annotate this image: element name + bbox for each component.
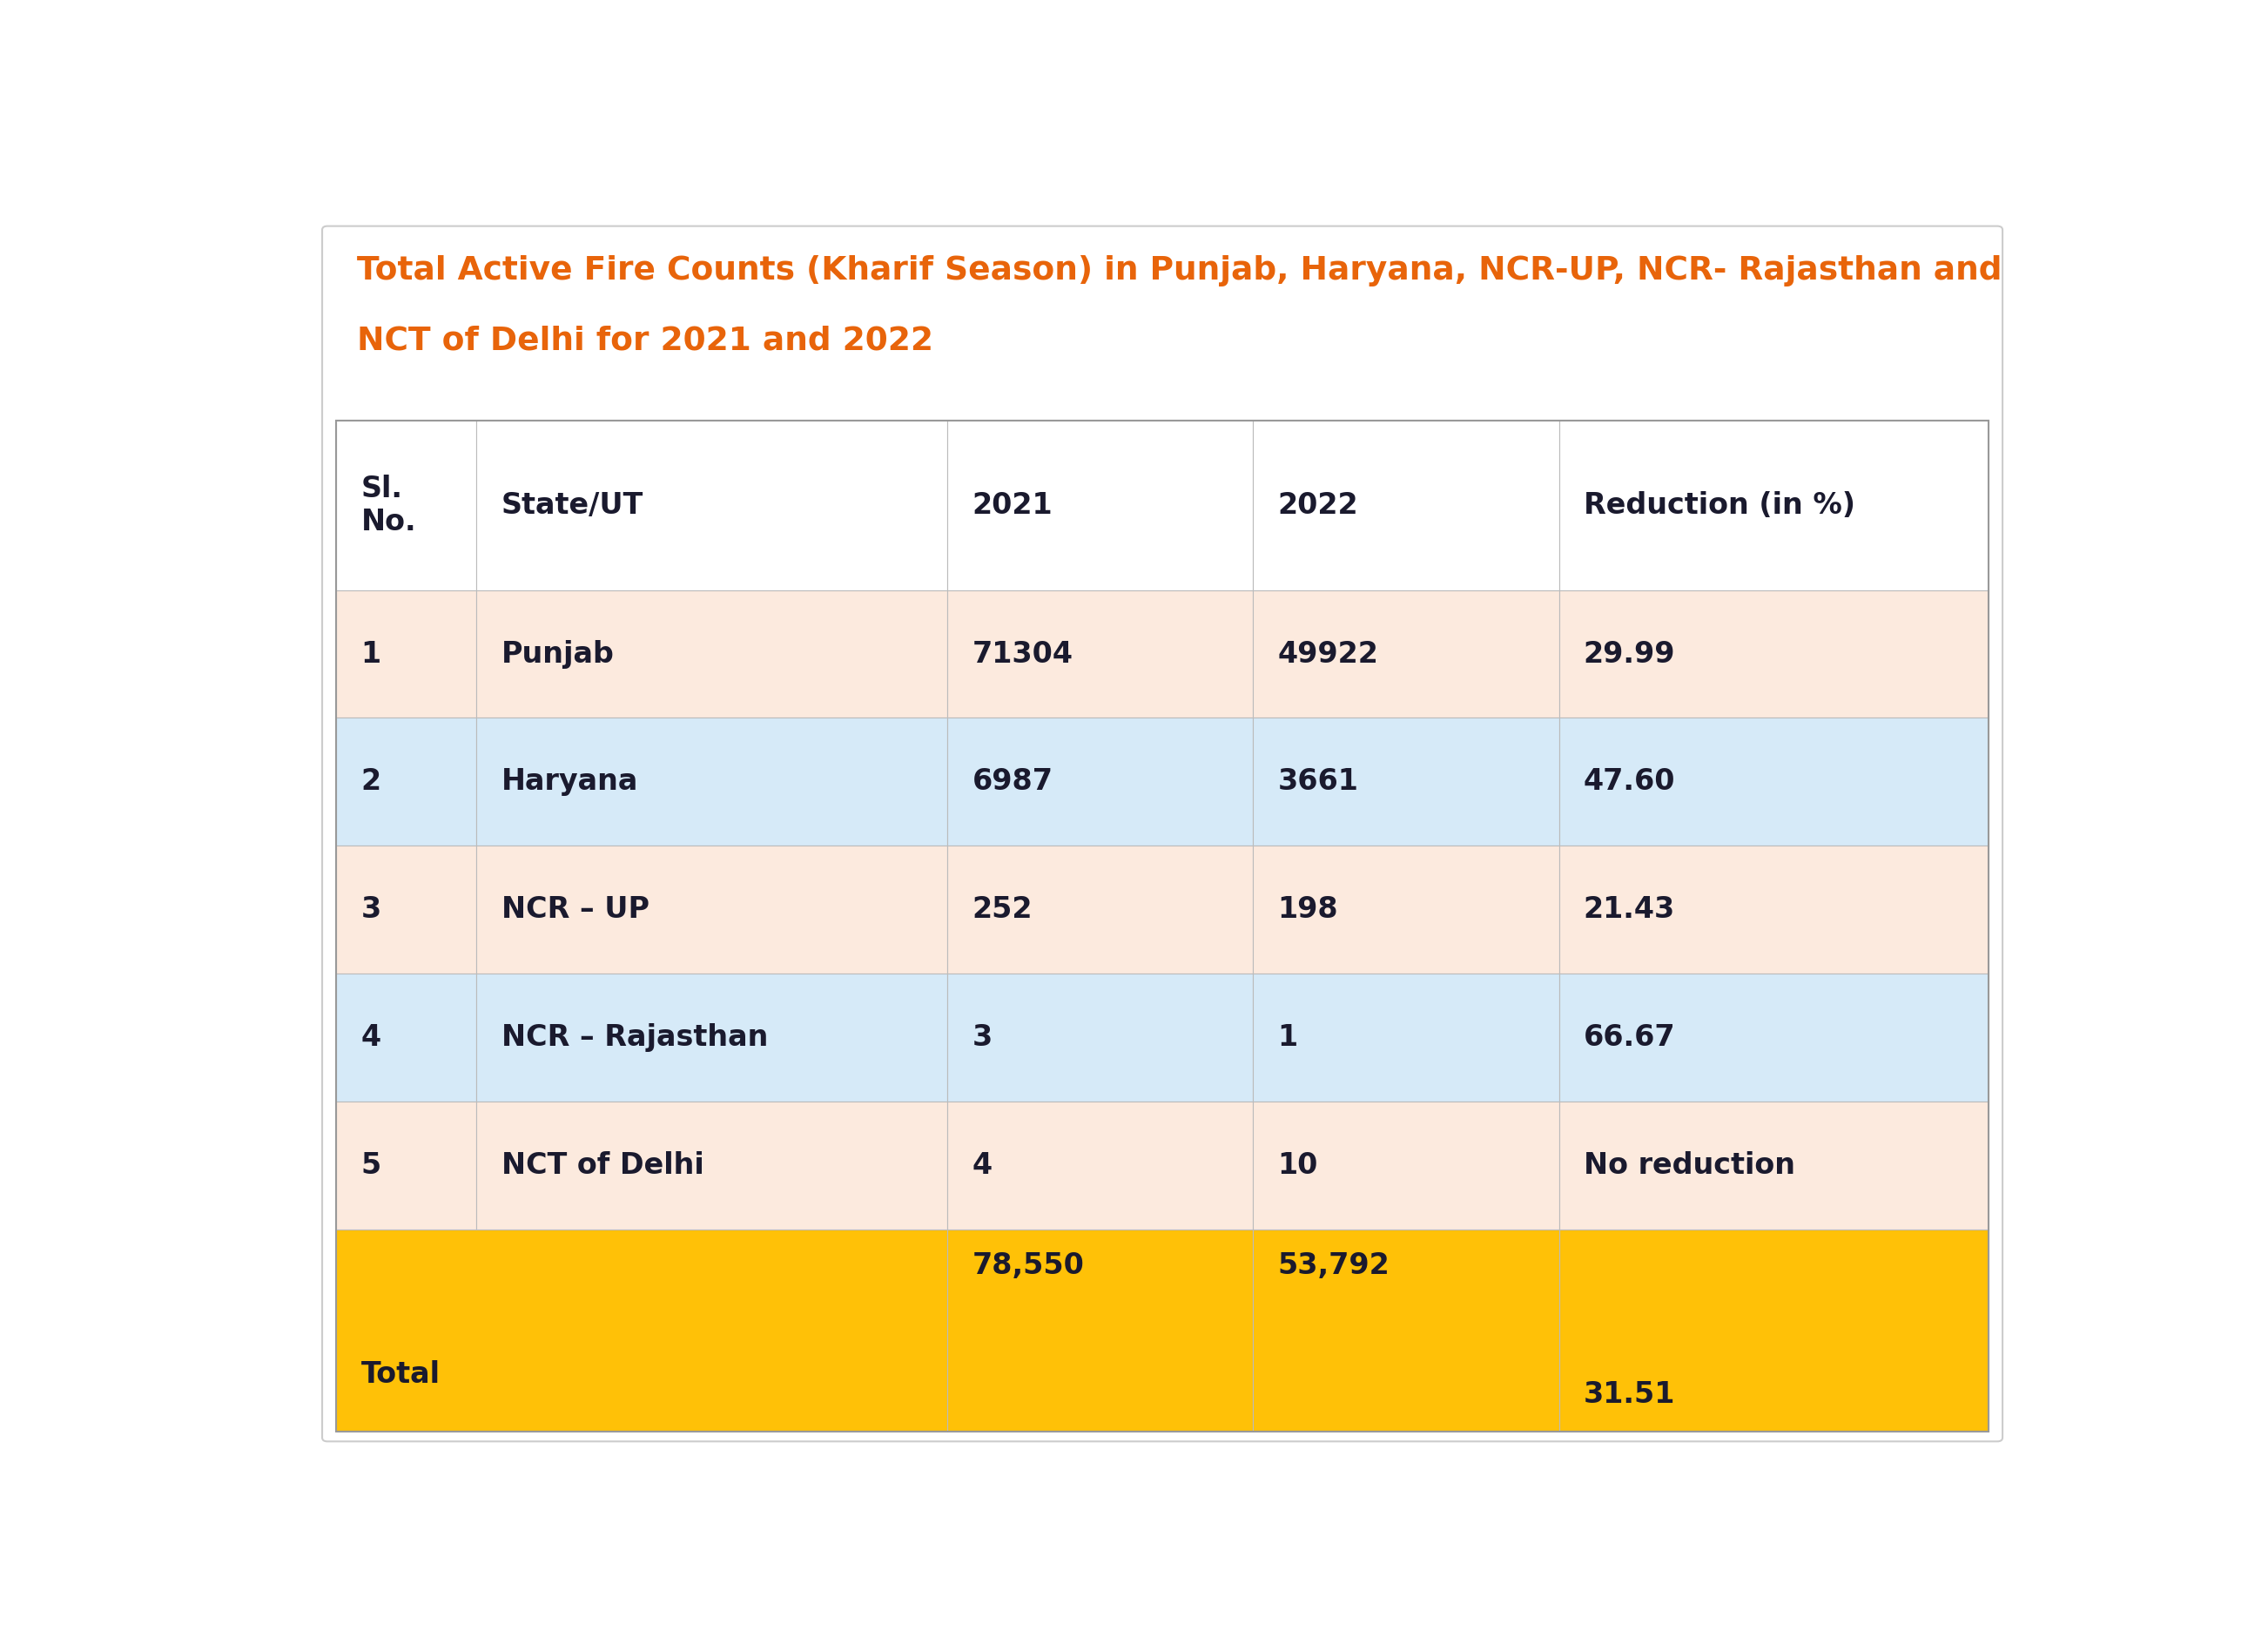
Bar — [1254, 589, 1558, 718]
Bar — [336, 718, 476, 845]
Text: 49922: 49922 — [1277, 639, 1379, 669]
Text: NCT of Delhi for 2021 and 2022: NCT of Delhi for 2021 and 2022 — [358, 325, 934, 357]
Text: 21.43: 21.43 — [1583, 895, 1676, 925]
Bar — [336, 1228, 948, 1431]
Bar — [1558, 1101, 1989, 1228]
Text: 2: 2 — [361, 768, 381, 796]
Bar — [1254, 421, 1558, 589]
Bar — [948, 589, 1254, 718]
Bar — [1558, 718, 1989, 845]
Bar — [1254, 974, 1558, 1101]
Bar — [1254, 1101, 1558, 1228]
Bar — [948, 718, 1254, 845]
Bar — [476, 589, 948, 718]
Text: Reduction (in %): Reduction (in %) — [1583, 490, 1855, 520]
Bar — [336, 421, 476, 589]
Text: 31.51: 31.51 — [1583, 1380, 1676, 1410]
Bar — [476, 1101, 948, 1228]
Text: 3: 3 — [361, 895, 381, 925]
Bar — [948, 1101, 1254, 1228]
Text: NCR – Rajasthan: NCR – Rajasthan — [501, 1024, 769, 1052]
Text: 53,792: 53,792 — [1277, 1251, 1390, 1280]
Bar — [1254, 1228, 1558, 1431]
Bar — [948, 845, 1254, 974]
Text: 252: 252 — [973, 895, 1032, 925]
Text: 66.67: 66.67 — [1583, 1024, 1676, 1052]
Text: 3: 3 — [973, 1024, 993, 1052]
Bar — [1558, 589, 1989, 718]
Text: 6987: 6987 — [973, 768, 1052, 796]
Text: NCR – UP: NCR – UP — [501, 895, 649, 925]
Text: Sl.
No.: Sl. No. — [361, 474, 417, 537]
Bar — [948, 421, 1254, 589]
Text: 78,550: 78,550 — [973, 1251, 1084, 1280]
Text: 47.60: 47.60 — [1583, 768, 1676, 796]
Bar — [1558, 421, 1989, 589]
Text: 2021: 2021 — [973, 490, 1052, 520]
Bar — [1254, 845, 1558, 974]
Text: 4: 4 — [361, 1024, 381, 1052]
Text: 1: 1 — [1277, 1024, 1297, 1052]
Text: No reduction: No reduction — [1583, 1151, 1794, 1179]
Text: 29.99: 29.99 — [1583, 639, 1676, 669]
Text: NCT of Delhi: NCT of Delhi — [501, 1151, 703, 1179]
Bar — [1558, 845, 1989, 974]
Text: 10: 10 — [1277, 1151, 1318, 1179]
Text: Haryana: Haryana — [501, 768, 637, 796]
Bar — [1558, 1228, 1989, 1431]
Bar — [476, 845, 948, 974]
Bar — [476, 421, 948, 589]
Bar — [336, 974, 476, 1101]
Bar — [948, 1228, 1254, 1431]
Text: Total Active Fire Counts (Kharif Season) in Punjab, Haryana, NCR-UP, NCR- Rajast: Total Active Fire Counts (Kharif Season)… — [358, 256, 2003, 287]
Text: State/UT: State/UT — [501, 490, 644, 520]
Bar — [336, 421, 1989, 1431]
Bar — [336, 589, 476, 718]
Text: 2022: 2022 — [1277, 490, 1359, 520]
Text: 4: 4 — [973, 1151, 993, 1179]
Text: 198: 198 — [1277, 895, 1338, 925]
Text: Punjab: Punjab — [501, 639, 615, 669]
Text: 1: 1 — [361, 639, 381, 669]
Bar — [336, 1101, 476, 1228]
Bar — [476, 974, 948, 1101]
Bar — [948, 974, 1254, 1101]
Bar — [1254, 718, 1558, 845]
FancyBboxPatch shape — [322, 226, 2003, 1441]
Text: 5: 5 — [361, 1151, 381, 1179]
Text: 71304: 71304 — [973, 639, 1073, 669]
Text: Total: Total — [361, 1360, 440, 1388]
Bar — [1558, 974, 1989, 1101]
Bar — [336, 845, 476, 974]
Text: 3661: 3661 — [1277, 768, 1359, 796]
Bar — [476, 718, 948, 845]
